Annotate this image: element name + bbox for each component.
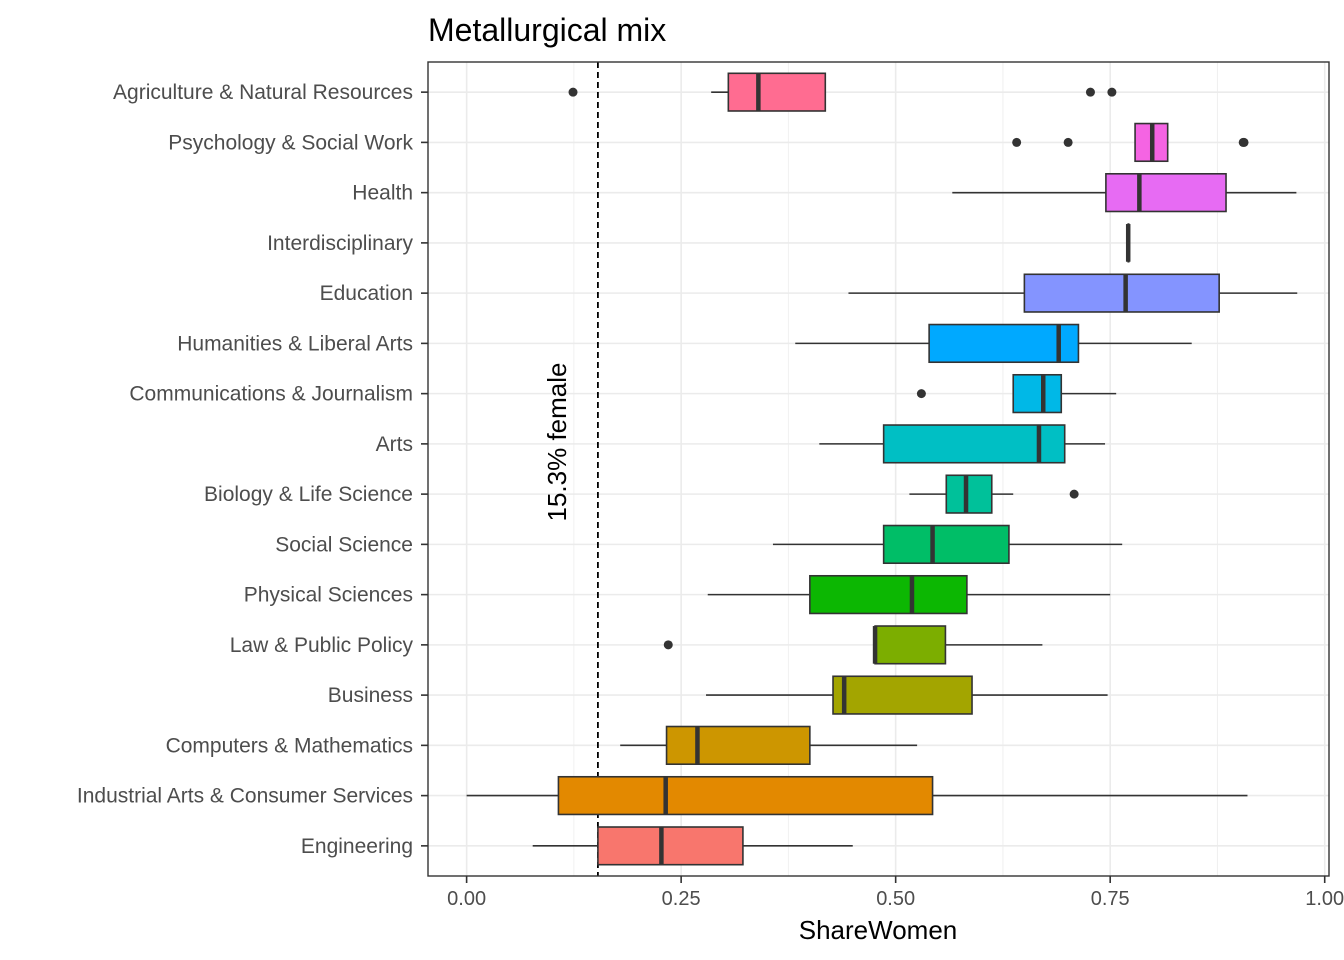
category-label: Humanities & Liberal Arts: [177, 332, 413, 355]
box-communications-journalism: [916, 373, 1117, 414]
box-iqr: [945, 474, 993, 514]
outlier-point: [1107, 87, 1117, 97]
category-label: Arts: [376, 433, 413, 456]
x-tick-label: 0.00: [447, 888, 486, 910]
box-health: [952, 172, 1297, 213]
box-biology-life-science: [909, 474, 1079, 514]
category-label: Engineering: [301, 835, 413, 858]
box-education: [848, 273, 1298, 313]
box-industrial-arts-consumer-services: [466, 775, 1248, 816]
box-humanities-liberal-arts: [795, 323, 1192, 364]
x-tick-label: 0.50: [876, 888, 915, 910]
box-iqr: [832, 675, 973, 715]
category-label: Industrial Arts & Consumer Services: [77, 785, 413, 808]
y-axis: Agriculture & Natural Resources Psycholog…: [77, 81, 428, 858]
x-tick-label: 0.25: [662, 888, 701, 910]
outlier-point: [663, 640, 673, 650]
box-iqr: [597, 826, 744, 866]
category-label: Health: [352, 182, 413, 205]
category-label: Agriculture & Natural Resources: [113, 81, 413, 104]
box-iqr: [1023, 273, 1220, 313]
plot-panel-border: [427, 61, 1330, 877]
box-law-public-policy: [663, 625, 1043, 665]
category-label: Biology & Life Science: [204, 483, 413, 506]
outlier-point: [1085, 87, 1095, 97]
box-engineering: [532, 826, 853, 866]
category-label: Interdisciplinary: [267, 232, 413, 255]
category-label: Communications & Journalism: [129, 383, 413, 406]
category-label: Psychology & Social Work: [168, 131, 413, 154]
outlier-point: [1012, 137, 1022, 147]
boxes: [466, 72, 1298, 866]
outlier-point: [568, 87, 578, 97]
reference-line-group: 15.3% female: [542, 62, 599, 876]
category-label: Social Science: [275, 533, 413, 556]
box-iqr: [874, 625, 947, 665]
outlier-point: [1239, 137, 1249, 147]
box-agriculture-natural-resources: [568, 72, 1117, 112]
category-label: Computers & Mathematics: [166, 734, 413, 757]
x-axis: 0.00 0.25 0.50 0.75 1.00: [447, 876, 1344, 910]
reference-line-label: 15.3% female: [542, 363, 572, 522]
category-label: Law & Public Policy: [230, 634, 414, 657]
box-iqr: [928, 323, 1080, 364]
category-label: Business: [328, 684, 413, 707]
box-iqr: [557, 775, 934, 816]
x-tick-label: 0.75: [1091, 888, 1130, 910]
box-iqr: [809, 574, 968, 615]
box-business: [706, 675, 1108, 715]
box-interdisciplinary: [1125, 223, 1131, 263]
x-tick-label: 1.00: [1305, 888, 1344, 910]
x-axis-title: ShareWomen: [799, 915, 958, 945]
box-computers-mathematics: [620, 725, 918, 766]
category-label: Physical Sciences: [244, 584, 413, 607]
box-iqr: [882, 424, 1066, 464]
box-social-science: [772, 524, 1123, 565]
chart-title: Metallurgical mix: [428, 12, 666, 48]
box-arts: [819, 424, 1106, 464]
box-iqr: [882, 524, 1010, 565]
box-psychology-social-work: [1012, 122, 1249, 163]
box-iqr: [665, 725, 811, 766]
box-iqr: [1105, 172, 1227, 213]
box-iqr: [1012, 373, 1063, 414]
outlier-point: [916, 389, 926, 399]
box-physical-sciences: [707, 574, 1111, 615]
category-label: Education: [320, 282, 413, 305]
box-iqr: [727, 72, 827, 112]
outlier-point: [1069, 489, 1079, 499]
outlier-point: [1063, 137, 1073, 147]
